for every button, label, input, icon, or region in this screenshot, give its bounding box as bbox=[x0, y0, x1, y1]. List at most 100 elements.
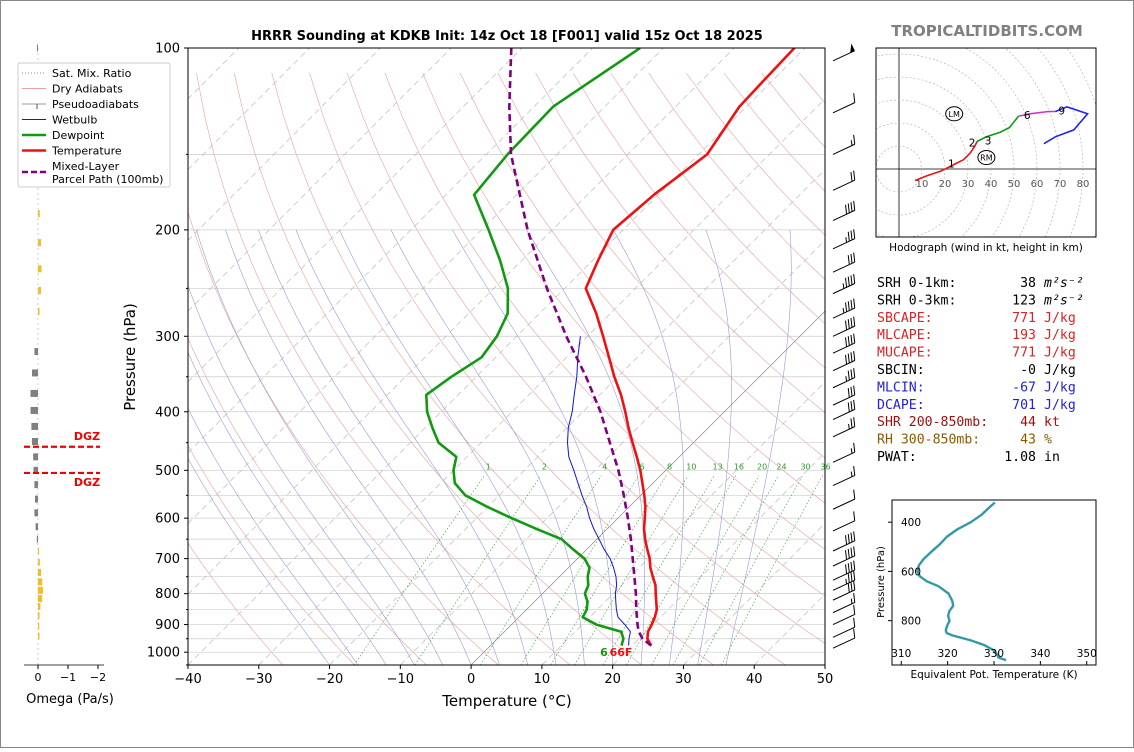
hodograph-segment bbox=[962, 141, 978, 161]
index-unit: J/kg bbox=[1044, 311, 1076, 326]
legend-label: Dewpoint bbox=[52, 129, 105, 142]
index-value: 771 bbox=[1012, 346, 1036, 361]
wind-barb bbox=[832, 316, 856, 337]
omega-bar bbox=[30, 406, 38, 414]
dry-adiabat bbox=[572, 72, 825, 369]
omega-bar bbox=[38, 602, 41, 610]
mixing-ratio-label: 4 bbox=[602, 462, 607, 471]
wind-barb bbox=[832, 531, 856, 552]
omega-tick-label: −2 bbox=[90, 671, 106, 684]
index-label: SRH 0-1km: bbox=[877, 276, 956, 291]
omega-bar bbox=[34, 509, 38, 517]
pseudoadiabat bbox=[295, 229, 528, 665]
hodograph-ring bbox=[876, 76, 992, 237]
storm-motion-label: LM bbox=[949, 110, 960, 119]
index-label: PWAT: bbox=[877, 450, 917, 465]
omega-bar bbox=[31, 422, 38, 430]
legend-label: Parcel Path (100mb) bbox=[52, 173, 163, 186]
index-row: RH 300-850mb: 43% bbox=[877, 433, 1052, 448]
index-value: -0 bbox=[1020, 363, 1036, 378]
ept-x-tick-label: 340 bbox=[1030, 648, 1050, 660]
wind-barb bbox=[832, 604, 856, 626]
pseudoadiabat bbox=[725, 229, 792, 665]
site-watermark: TROPICALTIDBITS.COM bbox=[891, 22, 1083, 40]
index-label: DCAPE: bbox=[877, 398, 925, 413]
index-label: MLCAPE: bbox=[877, 328, 933, 343]
mixing-ratio-label: 36 bbox=[820, 462, 830, 471]
skewt-x-axis-label: Temperature (°C) bbox=[441, 692, 571, 710]
dry-adiabat bbox=[422, 72, 825, 550]
hodograph-segment bbox=[976, 115, 1020, 143]
index-unit: m²s⁻² bbox=[1043, 276, 1084, 291]
x-tick-label: 40 bbox=[746, 672, 763, 687]
ept-y-tick-label: 800 bbox=[901, 616, 921, 628]
x-tick-label: 30 bbox=[675, 672, 692, 687]
ept-x-tick-label: 350 bbox=[1077, 648, 1097, 660]
hodograph-height-label: 3 bbox=[985, 135, 992, 147]
dry-adiabat bbox=[188, 542, 284, 665]
index-value: 701 bbox=[1012, 398, 1036, 413]
wind-barb bbox=[832, 43, 855, 62]
hodograph-trace: 1 2 3 6 9 LM RM bbox=[914, 106, 1089, 182]
isotherm bbox=[470, 310, 825, 665]
storm-motion-label: RM bbox=[980, 154, 993, 163]
y-tick-label: 900 bbox=[155, 618, 180, 633]
index-row: SHR 200-850mb: 44 kt bbox=[877, 415, 1060, 430]
storm-motion-marker bbox=[977, 150, 996, 165]
omega-bar bbox=[38, 622, 40, 630]
omega-tick-label: 0 bbox=[35, 671, 42, 684]
omega-bar bbox=[38, 308, 40, 316]
wind-barb bbox=[832, 628, 856, 649]
hodograph-ring bbox=[876, 99, 969, 237]
y-tick-label: 100 bbox=[155, 42, 180, 57]
pseudoadiabat bbox=[188, 457, 330, 665]
index-unit: % bbox=[1044, 433, 1052, 448]
wetbulb-line bbox=[567, 336, 631, 646]
index-unit: J/kg bbox=[1044, 380, 1076, 395]
hodograph-ring-label: 60 bbox=[1031, 179, 1044, 190]
isotherm bbox=[683, 522, 825, 665]
skewt-frame bbox=[187, 47, 826, 666]
hodograph-caption: Hodograph (wind in kt, height in km) bbox=[889, 242, 1083, 254]
index-value: 771 bbox=[1012, 311, 1036, 326]
mixing-ratio-label: 20 bbox=[757, 462, 767, 471]
index-unit: J/kg bbox=[1044, 398, 1076, 413]
omega-bar bbox=[38, 568, 41, 576]
pseudoadiabat bbox=[697, 229, 732, 665]
index-row: SBCIN: -0 J/kg bbox=[877, 363, 1076, 378]
isotherm bbox=[188, 48, 806, 665]
y-tick-label: 600 bbox=[155, 512, 180, 527]
skewt-y-axis-label: Pressure (hPa) bbox=[121, 303, 139, 411]
index-value: 43 bbox=[1020, 433, 1036, 448]
index-row: PWAT: 1.08 in bbox=[877, 450, 1060, 465]
mixing-ratio-line bbox=[550, 475, 667, 665]
mixing-ratio-label: 8 bbox=[667, 462, 672, 471]
hodograph-ring-label: 30 bbox=[962, 179, 975, 190]
wind-barb bbox=[832, 617, 856, 638]
pseudoadiabat bbox=[452, 229, 613, 665]
index-label: RH 300-850mb: bbox=[877, 433, 980, 448]
storm-motion-marker bbox=[945, 106, 964, 122]
index-row: SBCAPE: 771 J/kg bbox=[877, 311, 1076, 326]
index-row: MLCAPE: 193 J/kg bbox=[877, 328, 1076, 343]
omega-bar bbox=[35, 523, 38, 531]
dry-adiabat bbox=[535, 72, 825, 414]
x-tick-label: 50 bbox=[817, 672, 834, 687]
mixing-ratio-line bbox=[480, 475, 602, 665]
mixing-ratio-label: 6 bbox=[640, 462, 645, 471]
omega-x-axis-label: Omega (Pa/s) bbox=[26, 692, 114, 707]
dry-adiabat bbox=[346, 72, 825, 644]
omega-bar bbox=[38, 578, 43, 586]
dry-adiabat bbox=[271, 72, 714, 665]
temperature-line bbox=[584, 48, 796, 647]
index-label: SBCAPE: bbox=[877, 311, 933, 326]
omega-bar bbox=[34, 348, 38, 356]
legend-label: Sat. Mix. Ratio bbox=[52, 67, 132, 80]
x-tick-label: 10 bbox=[534, 672, 551, 687]
omega-bar bbox=[34, 481, 38, 489]
x-tick-label: 20 bbox=[604, 672, 621, 687]
mixing-ratio-line bbox=[672, 475, 779, 665]
mixing-ratio-label: 2 bbox=[542, 462, 547, 471]
